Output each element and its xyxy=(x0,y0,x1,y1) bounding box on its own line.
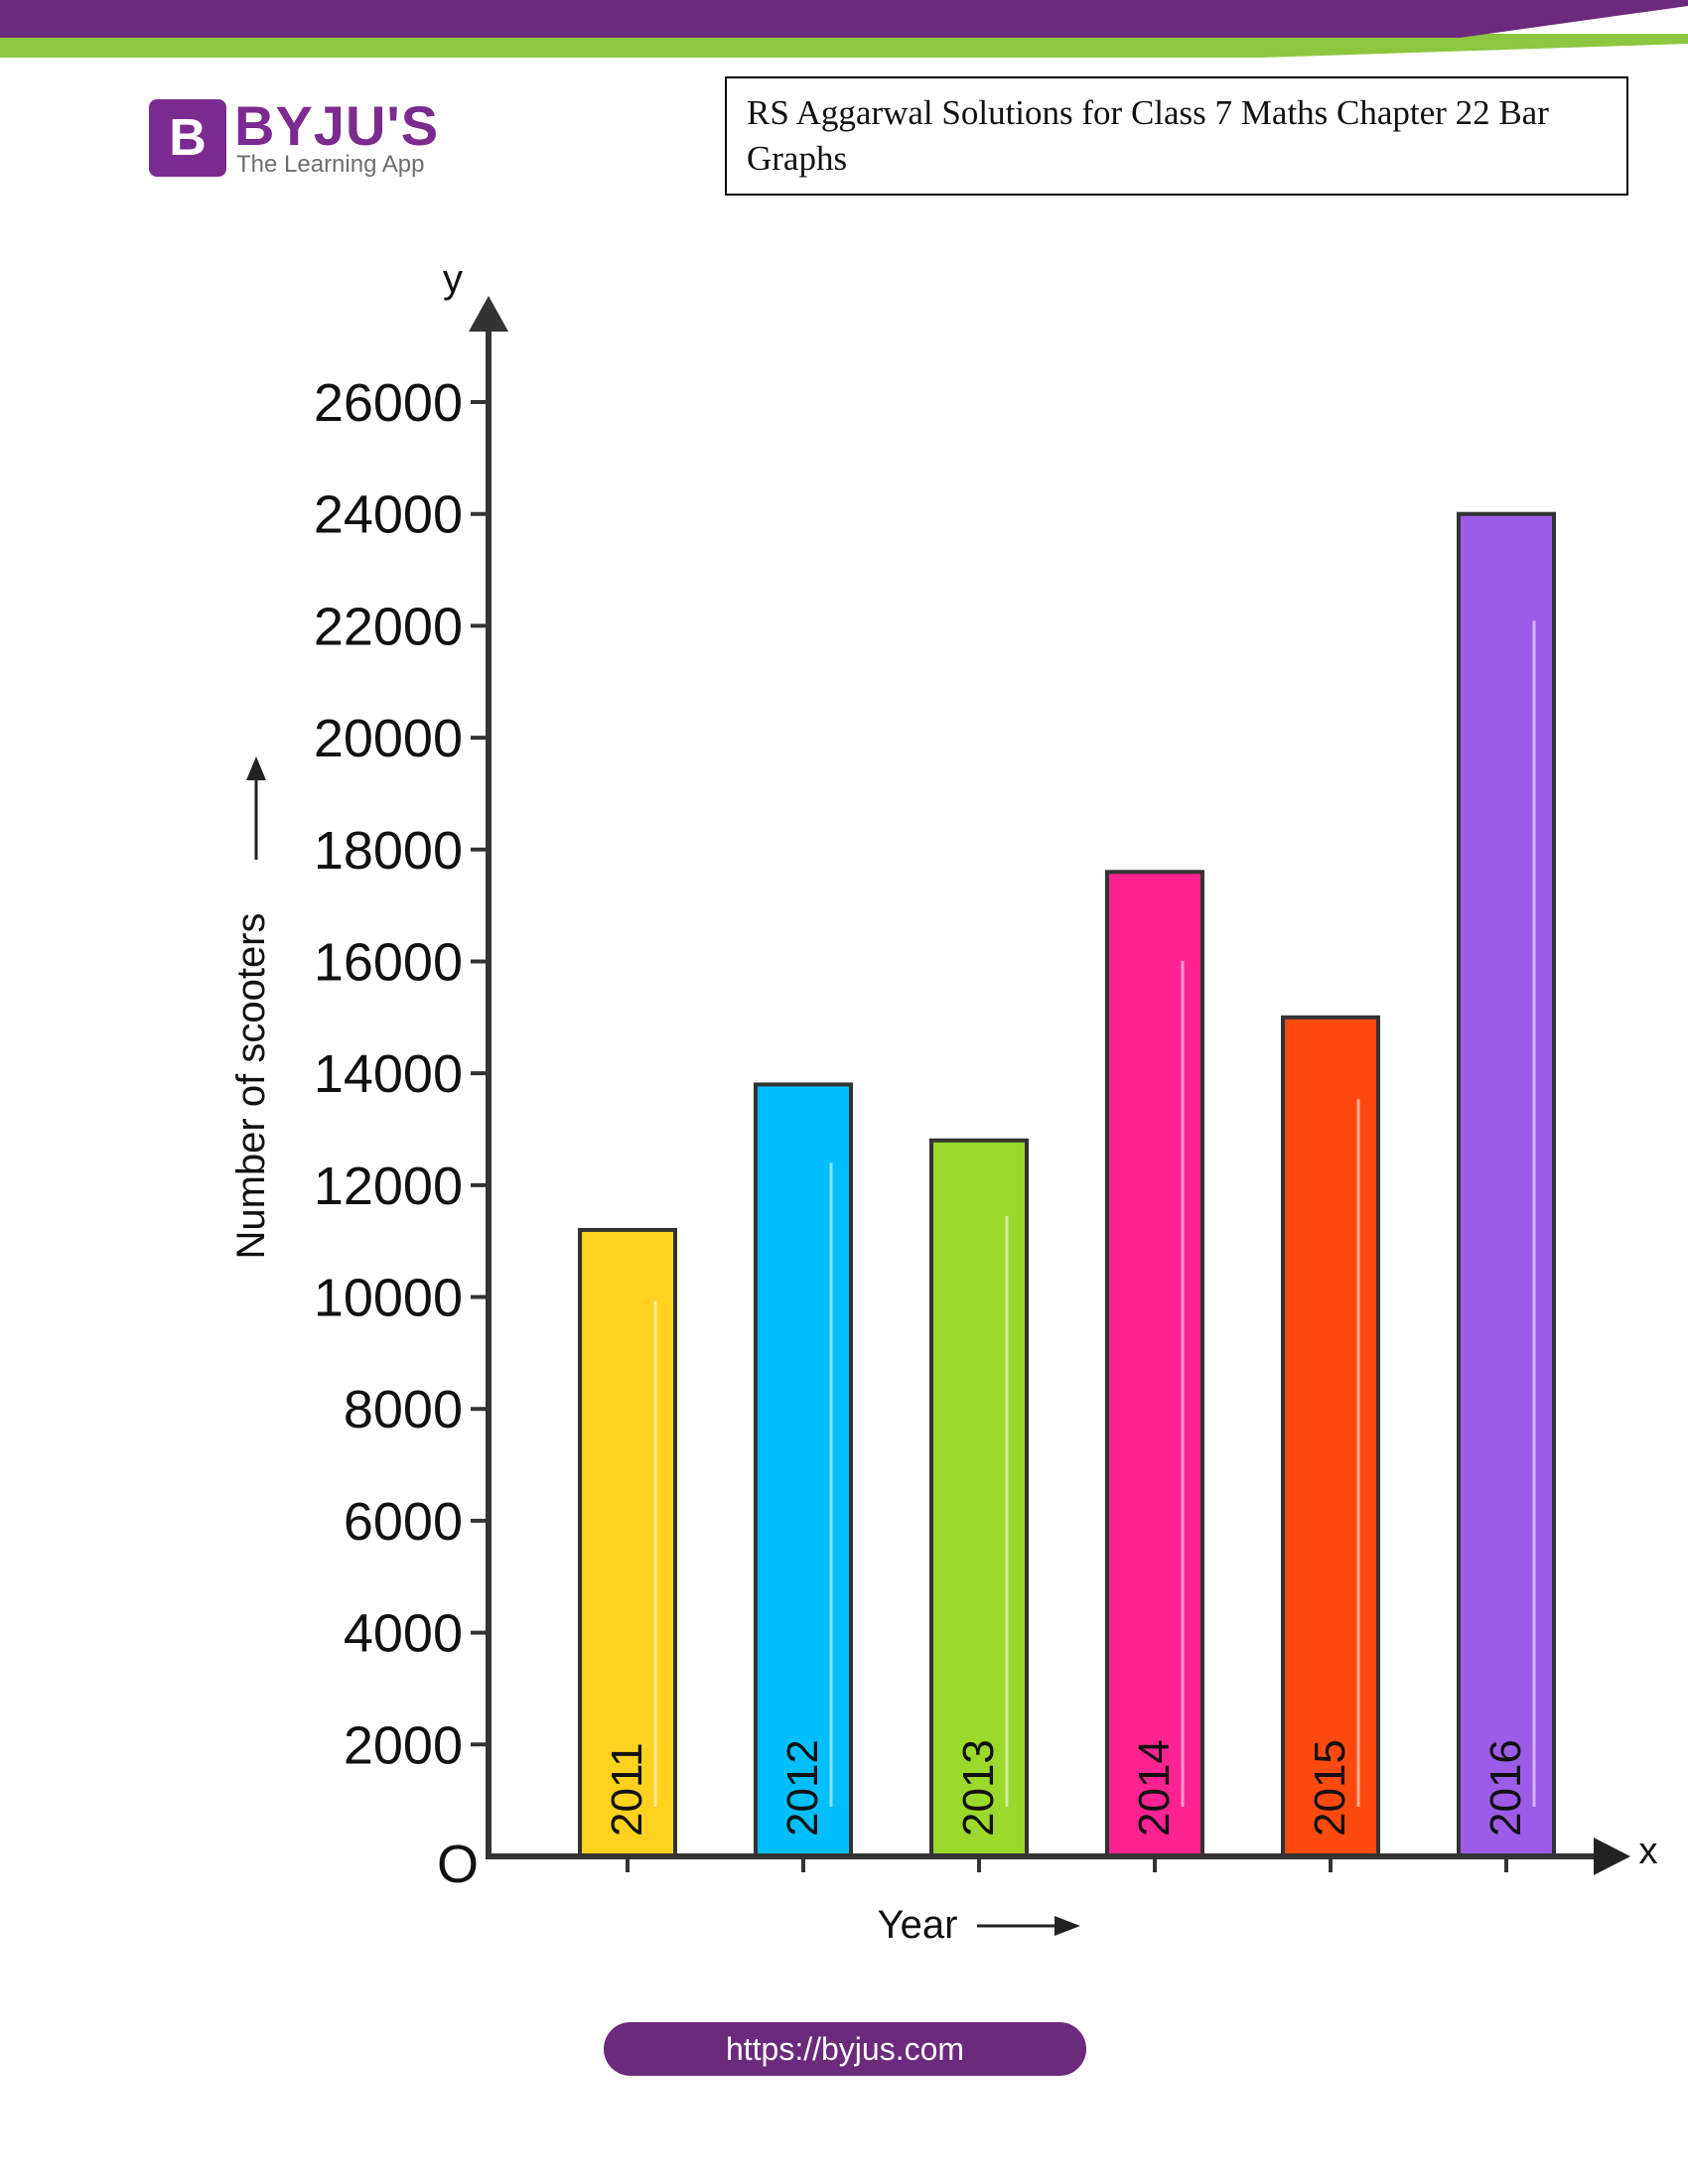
header-title-box: RS Aggarwal Solutions for Class 7 Maths … xyxy=(725,76,1628,196)
y-axis-arrow-icon xyxy=(469,296,508,332)
banner-green-stripe xyxy=(0,34,1688,58)
axes xyxy=(469,296,1630,1875)
footer-url[interactable]: https://byjus.com xyxy=(725,2031,965,2067)
bar-category-label: 2015 xyxy=(1306,1739,1354,1837)
bar-2011 xyxy=(578,1227,677,1858)
page-title: RS Aggarwal Solutions for Class 7 Maths … xyxy=(747,93,1549,178)
x-label-arrow-icon xyxy=(1055,1916,1080,1936)
y-label-arrow-icon xyxy=(246,756,266,780)
x-axis-title: Year xyxy=(878,1903,1080,1947)
y-tick-label: 26000 xyxy=(314,373,463,433)
y-tick-label: 4000 xyxy=(344,1604,463,1664)
y-tick-label: 20000 xyxy=(314,709,463,768)
byjus-logo: B BYJU'S The Learning App xyxy=(149,94,447,185)
bar-category-label: 2013 xyxy=(954,1739,1003,1837)
y-tick-label: 12000 xyxy=(314,1157,463,1216)
y-tick-label: 16000 xyxy=(314,932,463,992)
bar-category-label: 2014 xyxy=(1130,1739,1179,1837)
y-tick-label: 14000 xyxy=(314,1044,463,1104)
y-tick-label: 18000 xyxy=(314,821,463,881)
x-axis-arrow-icon xyxy=(1594,1838,1630,1875)
footer-url-pill[interactable]: https://byjus.com xyxy=(604,2022,1086,2076)
y-tick-label: 10000 xyxy=(314,1269,463,1328)
y-tick-label: 24000 xyxy=(314,485,463,545)
bars-group: 2011 2012 2013 2014 2015 2016 xyxy=(578,511,1556,1859)
byjus-logo-mark-icon: B xyxy=(149,99,226,177)
bar-2016 xyxy=(1457,511,1556,1859)
y-axis-symbol: y xyxy=(443,257,463,301)
y-tick-label: 8000 xyxy=(344,1380,463,1439)
x-axis-symbol: x xyxy=(1639,1831,1658,1872)
top-banner xyxy=(0,0,1688,58)
bar-category-label: 2016 xyxy=(1481,1739,1530,1837)
bar-category-label: 2011 xyxy=(603,1742,651,1837)
y-tick-label: 22000 xyxy=(314,597,463,656)
y-axis-title: Number of scooters xyxy=(229,756,273,1260)
bar-chart: 2000 4000 6000 8000 10000 12000 14000 16000 1800… xyxy=(229,257,1658,1947)
logo-wordmark: BYJU'S xyxy=(234,94,440,157)
y-axis-ticks: 2000 4000 6000 8000 10000 12000 14000 16000 1800… xyxy=(314,373,489,1775)
y-axis-label: Number of scooters xyxy=(229,912,273,1259)
logo-tagline: The Learning App xyxy=(236,151,425,178)
y-tick-label: 6000 xyxy=(344,1492,463,1552)
bar-2014 xyxy=(1105,870,1204,1858)
bar-category-label: 2012 xyxy=(778,1739,827,1837)
y-tick-label: 2000 xyxy=(344,1715,463,1775)
banner-purple-stripe xyxy=(0,0,1688,38)
origin-label: O xyxy=(437,1835,479,1894)
x-axis-label: Year xyxy=(878,1903,958,1947)
bar-2015 xyxy=(1281,1015,1380,1859)
